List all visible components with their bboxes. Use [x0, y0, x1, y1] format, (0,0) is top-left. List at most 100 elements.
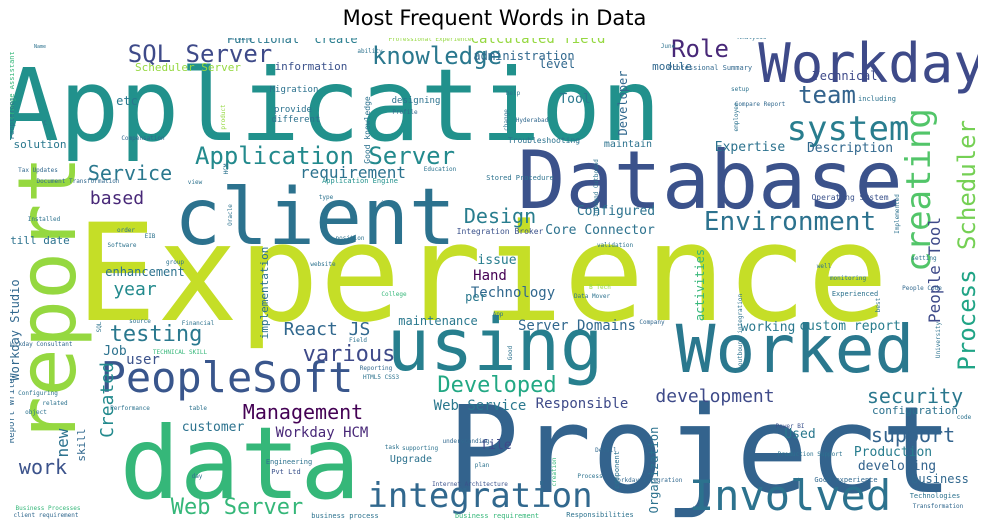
word-experience: Experience: [76, 195, 889, 352]
word-description: Description: [807, 141, 893, 156]
word-environment: Environment: [704, 207, 876, 237]
word-creation: creation: [551, 457, 558, 486]
word-good-knowledge: Good knowledge: [363, 96, 372, 164]
word-application-server: Application Server: [195, 142, 455, 170]
word-june: June: [661, 43, 676, 50]
word-source: source: [129, 318, 151, 325]
word-user: user: [126, 352, 160, 368]
word-working: working: [741, 320, 796, 335]
word-report: report: [10, 156, 94, 445]
word-analysis: Analysis: [738, 38, 767, 41]
word-scheduler-server: Scheduler Server: [135, 61, 241, 74]
word-client-requirement: client requirement: [13, 512, 78, 519]
word-group: group: [166, 259, 184, 266]
word-supporting: supporting: [402, 445, 439, 452]
word-scheduler: Scheduler: [953, 120, 978, 250]
word-role: Role: [671, 38, 729, 63]
word-used: Used: [784, 427, 815, 442]
word-web-service: Web Service: [434, 398, 527, 414]
word-issue: issue: [477, 253, 516, 268]
word-c: C: [43, 120, 47, 127]
word-power-bi: Power BI: [776, 423, 805, 430]
word-table: table: [189, 405, 207, 412]
word-react-js: React JS: [284, 319, 371, 340]
word-database: Database: [517, 134, 902, 227]
word-html5-css3: HTML5 CSS3: [363, 374, 400, 381]
word-report-writer: Report Writer: [10, 372, 17, 443]
word-process: Process: [953, 269, 978, 370]
word-process: Process: [577, 473, 603, 480]
word-solution: solution: [14, 138, 67, 151]
word-oracle: Oracle: [227, 204, 234, 226]
word-app: App: [493, 311, 504, 318]
word-stored-procedure: Stored Procedure: [486, 174, 553, 182]
word-change: change: [503, 109, 510, 131]
word-compare-report: Compare Report: [735, 101, 786, 108]
word-sql: SQL: [96, 321, 103, 332]
word-professional-experience: Professional Experience: [388, 38, 471, 43]
word-application-engine: Application Engine: [322, 177, 398, 185]
word-task: task: [385, 444, 400, 451]
word-developer: Developer: [616, 70, 630, 135]
word-installed: Installed: [28, 216, 61, 223]
word-validation: validation: [597, 242, 634, 249]
word-functional: Functional: [227, 38, 299, 46]
word-document-transformation: Document Transformation: [36, 178, 119, 185]
word-responsibilities: Responsibilities: [566, 511, 633, 519]
word-employee: employee: [733, 102, 740, 131]
word-implementation: implementation: [258, 247, 271, 340]
word-operating-system: Operating System: [811, 193, 888, 202]
word-configured: Configured: [577, 204, 655, 219]
word-experienced: Experienced: [832, 290, 878, 298]
word-security: security: [867, 384, 963, 408]
word-requirement: requirement: [300, 163, 406, 182]
word-till-date: till date: [10, 234, 70, 247]
word-code: code: [957, 414, 972, 421]
word-well: well: [817, 263, 832, 270]
word-level: level: [539, 57, 575, 71]
chart-title: Most Frequent Words in Data: [342, 6, 647, 30]
word-organization: Organization: [647, 427, 661, 514]
word-people-code: People Code: [902, 285, 942, 292]
word-upgrade: Upgrade: [390, 454, 432, 465]
word-application: Application: [10, 47, 661, 164]
word-system: system: [787, 109, 910, 149]
word-client: client: [174, 173, 456, 263]
word-ability: ability: [357, 48, 383, 55]
word-profile: Profile: [392, 109, 418, 116]
word-configuring: Configuring: [18, 390, 58, 397]
word-calculated-field: Calculated field: [471, 38, 606, 47]
word-involved: Involved: [689, 471, 891, 520]
word-company: Company: [639, 319, 665, 326]
word-engineering: Engineering: [266, 458, 312, 466]
word-new: new: [53, 428, 72, 457]
word-good-experience: Good experience: [814, 476, 877, 484]
word-integration: integration: [367, 476, 592, 516]
word-sql-server: SQL Server: [128, 40, 273, 68]
word-technologies: Technologies: [910, 492, 961, 500]
word-transformation: Transformation: [913, 503, 964, 510]
word-view: view: [188, 179, 203, 186]
word-business: business: [911, 472, 969, 486]
word-configuration: configuration: [872, 404, 958, 417]
word-different: different: [272, 115, 321, 125]
word-management: Management: [243, 400, 363, 424]
word-production: Production: [854, 445, 932, 460]
word-order: order: [117, 227, 135, 234]
word-hand: Hand: [473, 268, 507, 284]
word-developed: Developed: [437, 373, 556, 398]
word-web-server: Web Server: [171, 495, 303, 520]
word-hyderabad: Hyderabad: [516, 117, 549, 124]
word-performance: Performance: [110, 405, 150, 412]
word-team: team: [798, 81, 856, 109]
word-reporting: Reporting: [360, 365, 393, 372]
word-university: University: [935, 322, 942, 359]
word-monitoring: monitoring: [830, 275, 867, 282]
word-developing: developing: [858, 459, 936, 474]
word-created: Created: [97, 362, 118, 438]
word-year: year: [113, 279, 157, 300]
word-production-support: Production Support: [777, 451, 842, 458]
word-type: type: [319, 194, 334, 201]
word-business-processes: Business Processes: [15, 505, 80, 512]
word-workday-studio: Workday Studio: [10, 279, 22, 380]
